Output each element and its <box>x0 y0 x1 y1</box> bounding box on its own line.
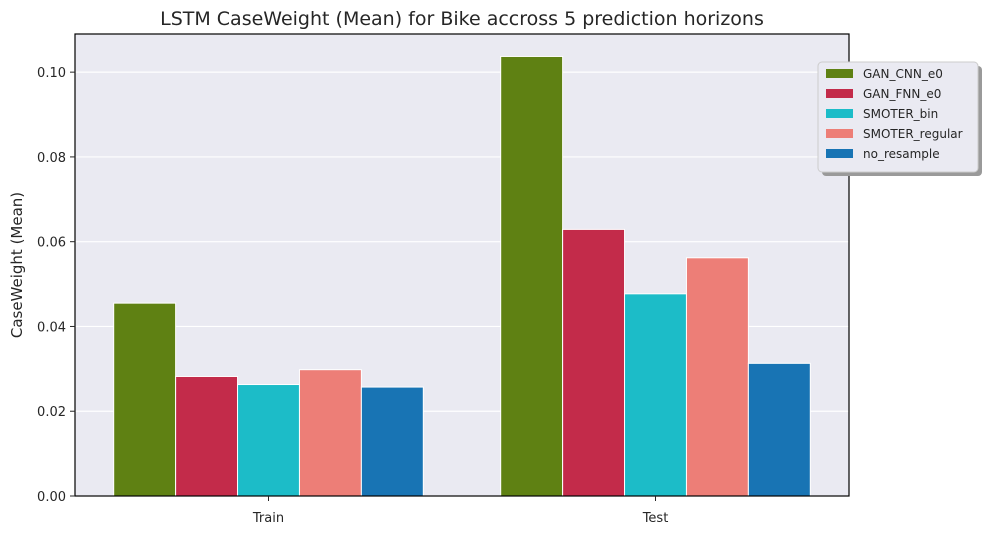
bar-no_resample-Test <box>747 362 811 497</box>
legend-items: GAN_CNN_e0 GAN_FNN_e0 SMOTER_bin SMOTER_reg… <box>826 67 963 161</box>
bar-GAN_CNN_e0-Test <box>500 55 564 497</box>
x-tick-label: Train <box>252 511 284 526</box>
legend-label: SMOTER_bin <box>863 107 938 121</box>
y-tick-label: 0.08 <box>37 151 66 166</box>
bar-no_resample-Train <box>360 386 424 497</box>
y-axis-ticks: 0.00 0.02 0.04 0.06 0.08 0.10 <box>37 66 75 505</box>
y-tick-label: 0.10 <box>37 66 66 81</box>
legend-label: GAN_FNN_e0 <box>863 87 941 101</box>
bar-SMOTER_regular-Test <box>685 257 749 497</box>
bar-GAN_FNN_e0-Train <box>175 375 239 497</box>
y-tick-label: 0.04 <box>37 320 66 335</box>
legend-item: GAN_FNN_e0 <box>826 87 941 101</box>
chart-title: LSTM CaseWeight (Mean) for Bike accross … <box>160 8 764 30</box>
legend-label: SMOTER_regular <box>863 127 963 141</box>
x-tick-label: Test <box>642 511 669 526</box>
legend-swatch <box>826 149 853 158</box>
legend-swatch <box>826 89 853 98</box>
legend-item: no_resample <box>826 147 940 161</box>
plot-frame <box>74 33 850 497</box>
y-tick-label: 0.06 <box>37 236 66 251</box>
y-tick-label: 0.00 <box>37 490 66 505</box>
bar-SMOTER_bin-Train <box>237 384 300 497</box>
legend-item: GAN_CNN_e0 <box>826 67 943 81</box>
legend-box <box>817 61 979 173</box>
bar-GAN_FNN_e0-Test <box>562 228 626 497</box>
x-axis-ticks: Train Test <box>252 496 668 526</box>
y-axis-label: CaseWeight (Mean) <box>8 192 26 338</box>
bar-SMOTER_bin-Test <box>624 293 687 497</box>
legend-swatch <box>826 109 853 118</box>
bar-SMOTER_regular-Train <box>298 369 362 497</box>
bars <box>113 55 811 497</box>
legend-swatch <box>826 129 853 138</box>
y-tick-label: 0.02 <box>37 405 66 420</box>
legend-label: no_resample <box>863 147 940 161</box>
bar-GAN_CNN_e0-Train <box>113 302 177 497</box>
legend-label: GAN_CNN_e0 <box>863 67 943 81</box>
legend-item: SMOTER_regular <box>826 127 963 141</box>
legend-swatch <box>826 69 853 78</box>
legend: GAN_CNN_e0 GAN_FNN_e0 SMOTER_bin SMOTER_reg… <box>817 61 982 176</box>
legend-item: SMOTER_bin <box>826 107 938 121</box>
